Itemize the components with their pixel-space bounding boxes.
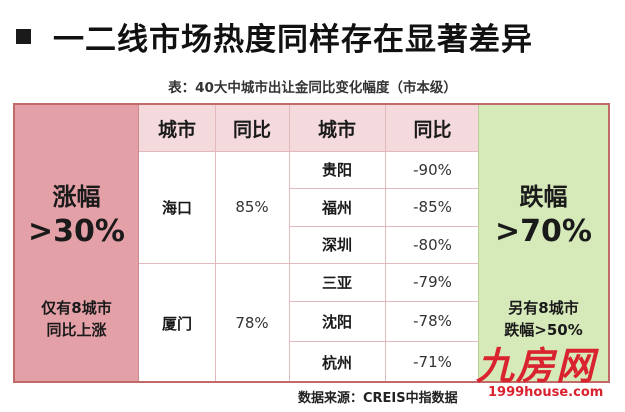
rising-city-cell: 厦门 xyxy=(139,263,215,383)
rising-summary-note: 仅有8城市 同比上涨 xyxy=(15,297,138,341)
falling-yoy-cell: -90% xyxy=(385,151,480,188)
falling-yoy-cell: -80% xyxy=(385,226,480,263)
rising-yoy-cell: 85% xyxy=(215,151,289,263)
rising-label: 涨幅 xyxy=(15,177,138,212)
rising-summary-panel: 涨幅 >30% 仅有8城市 同比上涨 xyxy=(15,105,139,381)
watermark-brand: 九房网 xyxy=(476,335,596,390)
falling-yoy-cell: -78% xyxy=(385,301,480,341)
page-heading: 一二线市场热度同样存在显著差异 xyxy=(10,8,533,64)
falling-summary-headline: 跌幅 >70% xyxy=(479,177,608,249)
bullet-square-icon xyxy=(16,29,31,44)
falling-yoy-cell: -85% xyxy=(385,188,480,226)
header-city-falling: 城市 xyxy=(289,105,385,151)
falling-label: 跌幅 xyxy=(479,177,608,212)
falling-city-cell: 福州 xyxy=(289,188,385,226)
falling-city-cell: 深圳 xyxy=(289,226,385,263)
table-caption: 表：40大中城市出让金同比变化幅度（市本级） xyxy=(0,76,625,96)
rising-note-line2: 同比上涨 xyxy=(15,319,138,341)
falling-yoy-cell: -71% xyxy=(385,341,480,383)
header-yoy-rising: 同比 xyxy=(215,105,289,151)
falling-city-cell: 杭州 xyxy=(289,341,385,383)
header-city-rising: 城市 xyxy=(139,105,215,151)
falling-yoy-cell: -79% xyxy=(385,263,480,301)
watermark-logo: 九房网 1999house.com xyxy=(470,335,620,407)
falling-city-cell: 贵阳 xyxy=(289,151,385,188)
falling-threshold: >70% xyxy=(479,214,608,249)
rising-threshold: >30% xyxy=(15,214,138,249)
data-source: 数据来源：CREIS中指数据 xyxy=(298,387,458,406)
falling-note-line1: 另有8城市 xyxy=(479,297,608,319)
rising-yoy-cell: 78% xyxy=(215,263,289,383)
page-title: 一二线市场热度同样存在显著差异 xyxy=(53,14,533,59)
rising-summary-headline: 涨幅 >30% xyxy=(15,177,138,249)
falling-city-cell: 三亚 xyxy=(289,263,385,301)
rising-note-line1: 仅有8城市 xyxy=(15,297,138,319)
header-yoy-falling: 同比 xyxy=(385,105,480,151)
falling-city-cell: 沈阳 xyxy=(289,301,385,341)
rising-city-cell: 海口 xyxy=(139,151,215,263)
watermark-url: 1999house.com xyxy=(488,385,603,400)
